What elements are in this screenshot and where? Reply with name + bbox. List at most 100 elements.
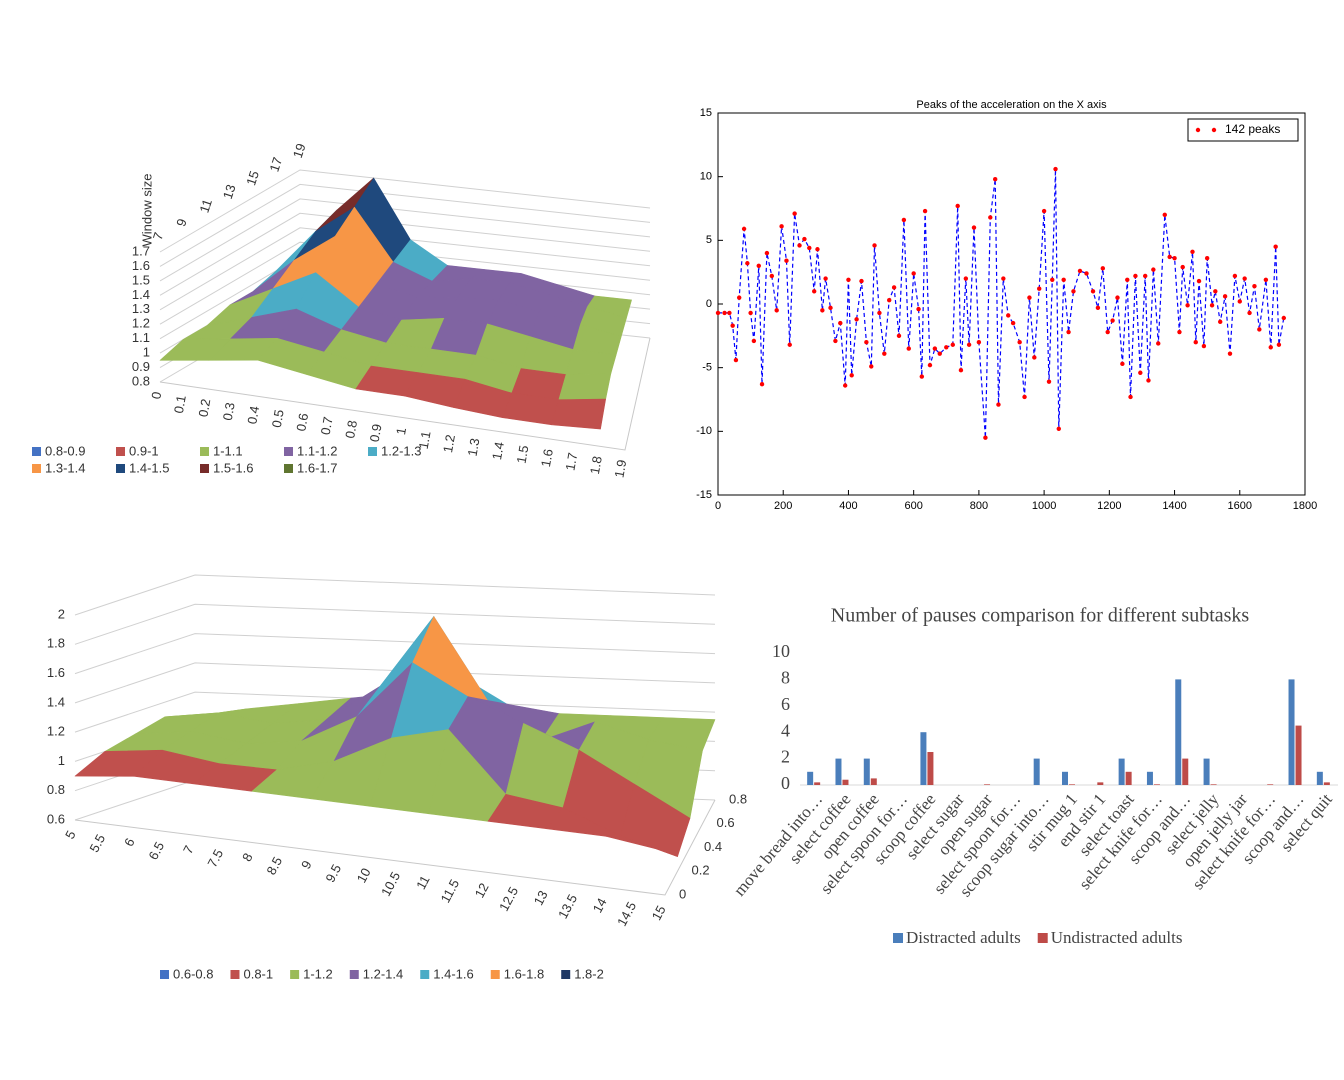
data-point: [872, 243, 877, 248]
data-point: [1151, 267, 1156, 272]
x-tick-label: 5.5: [86, 832, 108, 855]
data-point: [849, 373, 854, 378]
data-point: [1053, 166, 1058, 172]
data-point: [1138, 370, 1143, 375]
surface-chart: 0.80.911.11.21.31.41.51.61.70 0.1 0.2 0.3 0.…: [32, 142, 651, 479]
data-point: [1095, 305, 1101, 311]
bar: [1267, 784, 1274, 785]
x-tick-label: 0.2: [195, 398, 213, 418]
legend-label: 1.5-1.6: [213, 460, 253, 475]
legend-swatch: [561, 970, 571, 979]
y-tick-label: 11: [197, 197, 215, 214]
data-point: [916, 306, 921, 312]
x-tick-label: 1.2: [440, 433, 458, 453]
data-point: [927, 362, 933, 368]
y-tick-label: 8: [781, 668, 790, 688]
legend-label: 1.3-1.4: [45, 460, 85, 475]
legend-label: 1.8-2: [574, 966, 604, 981]
data-point: [983, 435, 988, 440]
data-point: [1084, 271, 1089, 276]
y-tick-label: 10: [700, 171, 712, 183]
data-point: [864, 340, 869, 345]
data-point: [1201, 343, 1207, 349]
data-point: [1133, 273, 1138, 279]
data-point: [937, 351, 942, 356]
bar: [814, 782, 821, 785]
y-tick-label: 0.2: [692, 863, 710, 878]
floor-edge: [74, 799, 716, 896]
data-point: [971, 225, 977, 230]
bar: [1153, 784, 1160, 785]
x-tick-label: 11: [413, 873, 433, 892]
data-point: [955, 203, 960, 209]
grid-line: [159, 241, 651, 325]
data-point: [1146, 378, 1151, 383]
legend-marker: [1195, 127, 1201, 133]
z-tick-label: 0.8: [47, 782, 65, 797]
data-point: [1143, 273, 1148, 279]
data-point: [1252, 283, 1257, 289]
z-tick-label: 1: [58, 753, 65, 768]
data-point: [966, 342, 972, 347]
surface-cell: [551, 398, 607, 430]
legend-swatch: [284, 447, 293, 456]
x-tick-label: 8.5: [263, 854, 285, 877]
y-tick-label: -5: [702, 362, 712, 374]
x-tick-label: 0.6: [293, 412, 311, 432]
chart-title: Number of pauses comparison for differen…: [831, 605, 1250, 627]
legend-swatch: [349, 970, 359, 979]
data-point: [1105, 329, 1110, 335]
data-point: [787, 342, 792, 347]
legend-label: 1.1-1.2: [297, 443, 337, 458]
data-point: [802, 236, 807, 242]
x-tick-label: 10: [354, 865, 374, 885]
data-point: [1263, 277, 1269, 283]
bar: [1323, 782, 1330, 785]
data-point: [759, 382, 765, 387]
y-tick-label: 6: [781, 694, 790, 714]
data-point: [1218, 319, 1223, 325]
y-tick-label: 2: [781, 747, 790, 767]
data-point: [859, 278, 864, 284]
data-point: [745, 261, 750, 266]
z-tick-label: 1.5: [132, 272, 150, 287]
x-tick-label: 1200: [1097, 500, 1121, 512]
data-point: [1125, 277, 1130, 283]
data-point: [1010, 320, 1016, 326]
y-tick-label: 0: [679, 886, 686, 901]
chart-title: Peaks of the acceleration on the X axis: [916, 99, 1107, 111]
data-point: [828, 305, 833, 311]
x-tick-label: 0.8: [342, 419, 360, 439]
bar: [1069, 784, 1075, 785]
data-point: [842, 383, 848, 388]
y-tick-label: -15: [696, 489, 712, 501]
data-point: [756, 263, 761, 268]
data-point: [1061, 277, 1066, 283]
z-tick-label: 1.2: [47, 724, 65, 739]
data-point: [1156, 341, 1161, 346]
legend-label: Distracted adults: [906, 928, 1021, 947]
data-point: [1209, 303, 1215, 308]
line-chart: Peaks of the acceleration on the X axis 0…: [696, 99, 1317, 512]
grid-line: [74, 633, 716, 675]
x-tick-label: 200: [774, 500, 792, 512]
data-point: [988, 215, 993, 220]
data-point: [922, 208, 928, 214]
data-point: [1281, 315, 1287, 321]
y-tick-label: 9: [173, 217, 190, 229]
data-point: [901, 217, 907, 223]
data-point: [1177, 329, 1182, 335]
y-tick-label: 4: [781, 720, 790, 740]
x-tick-label: 1000: [1032, 500, 1056, 512]
data-point: [1090, 289, 1096, 294]
bar: [1316, 771, 1323, 785]
grid-line: [159, 183, 651, 267]
y-tick-label: 7: [150, 230, 167, 242]
data-point: [1006, 313, 1011, 318]
legend-swatch: [200, 464, 209, 473]
legend-label: 0.6-0.8: [173, 966, 213, 981]
legend-swatch: [290, 970, 300, 979]
data-point: [1232, 273, 1238, 279]
data-point: [820, 308, 825, 313]
